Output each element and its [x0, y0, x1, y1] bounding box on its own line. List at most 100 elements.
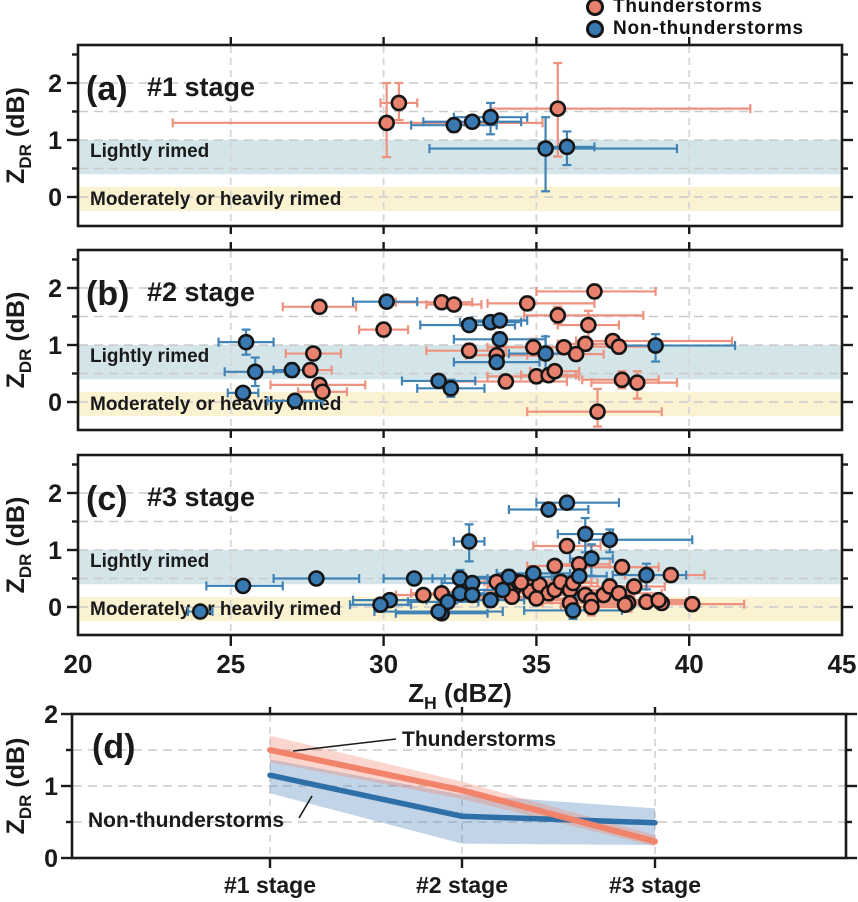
scatter-point-thunderstorms — [613, 371, 631, 389]
y-tick-label: 0 — [48, 594, 62, 622]
scatter-point-non-thunderstorms — [525, 565, 542, 582]
scatter-point-non-thunderstorms — [570, 567, 588, 585]
scatter-point-thunderstorms — [576, 335, 594, 353]
trend-line-non-thunderstorms — [267, 772, 658, 826]
trend-line-thunderstorms — [267, 747, 658, 845]
scatter-point-thunderstorms — [558, 537, 576, 555]
scatter-point-non-thunderstorms — [234, 384, 252, 402]
x-tick-label: 25 — [216, 649, 245, 679]
y-tick-label: 1 — [48, 332, 62, 360]
scatter-point-non-thunderstorms — [234, 577, 252, 595]
x-tick-label: 20 — [64, 649, 93, 679]
scatter-point-thunderstorms — [683, 595, 701, 613]
scatter-point-thunderstorms — [528, 590, 545, 607]
scatter-point-thunderstorms — [445, 296, 463, 313]
scatter-point-thunderstorms — [305, 345, 322, 362]
panel-border — [76, 248, 844, 432]
scatter-point-non-thunderstorms — [442, 380, 460, 397]
scatter-point-thunderstorms — [549, 100, 567, 117]
scatter-point-thunderstorms — [518, 295, 536, 312]
scatter-point-non-thunderstorms — [638, 566, 655, 584]
scatter-point-thunderstorms — [616, 596, 634, 614]
non-thunderstorms-marker-icon — [586, 20, 604, 38]
scatter-point-non-thunderstorms — [537, 140, 554, 157]
scatter-point-thunderstorms — [378, 114, 395, 132]
scatter-point-non-thunderstorms — [286, 392, 304, 410]
scatter-point-thunderstorms — [549, 307, 567, 324]
scatter-point-thunderstorms — [301, 361, 319, 379]
band-label-lightly-rimed: Lightly rimed — [90, 141, 209, 162]
scatter-point-non-thunderstorms — [488, 353, 505, 371]
scatter-point-thunderstorms — [580, 316, 597, 334]
band-label-lightly-rimed: Lightly rimed — [90, 346, 209, 367]
scatter-point-thunderstorms — [625, 578, 643, 595]
scatter-point-thunderstorms — [583, 598, 600, 616]
x-tick-label: 35 — [522, 649, 551, 679]
scatter-point-non-thunderstorms — [445, 116, 463, 134]
annotation-leader-line — [292, 738, 397, 752]
scatter-point-thunderstorms — [415, 586, 432, 604]
scatter-point-non-thunderstorms — [500, 568, 518, 586]
scatter-point-non-thunderstorms — [491, 330, 509, 348]
scatter-point-non-thunderstorms — [494, 581, 512, 599]
scatter-point-thunderstorms — [555, 338, 573, 356]
scatter-point-thunderstorms — [460, 342, 478, 360]
scatter-point-non-thunderstorms — [537, 345, 554, 362]
scatter-point-non-thunderstorms — [647, 337, 664, 354]
y-tick-label: 0 — [48, 184, 62, 212]
scatter-point-thunderstorms — [610, 338, 628, 356]
x-axis: 20 25 30 35 40 45 ZH (dBZ) — [64, 649, 857, 713]
scatter-point-non-thunderstorms — [540, 501, 557, 518]
scatter-point-thunderstorms — [375, 321, 392, 338]
scatter-point-thunderstorms — [497, 373, 515, 390]
band-label-moderately-rimed: Moderately or heavily rimed — [90, 189, 341, 210]
stage-label: #3 stage — [609, 872, 701, 898]
band-moderately-rimed — [78, 186, 842, 212]
annotation-non-thunderstorms-label: Non-thunderstorms — [88, 809, 284, 832]
x-tick-label: 45 — [828, 649, 857, 679]
scatter-point-non-thunderstorms — [308, 570, 325, 587]
scatter-point-non-thunderstorms — [430, 603, 447, 620]
panel-label: (b) — [86, 275, 129, 313]
y-axis-title: ZDR (dB) — [2, 87, 35, 184]
y-axis-title: ZDR (dB) — [2, 497, 35, 594]
scatter-point-non-thunderstorms — [463, 586, 481, 604]
scatter-point-non-thunderstorms — [583, 550, 600, 567]
scatter-point-non-thunderstorms — [460, 533, 478, 550]
legend-item-thunderstorms: Thunderstorms — [586, 0, 804, 18]
trend-band-non-thunderstorms — [270, 759, 655, 846]
annotation-thunderstorms-label: Thunderstorms — [402, 728, 556, 751]
scatter-point-thunderstorms — [586, 283, 603, 300]
scatter-point-non-thunderstorms — [191, 603, 209, 620]
band-moderately-rimed — [78, 391, 842, 417]
y-tick-label: 2 — [48, 480, 62, 508]
scatter-point-non-thunderstorms — [405, 570, 423, 587]
x-tick-label: 30 — [369, 649, 398, 679]
panel-title: #2 stage — [147, 277, 255, 307]
panel-c: Lightly rimed Moderately or heavily rimed… — [2, 447, 853, 646]
y-tick-label: 1 — [48, 537, 62, 565]
scatter-point-thunderstorms — [546, 362, 564, 380]
panel-title: #1 stage — [147, 72, 255, 102]
panel-data — [171, 61, 752, 193]
scatter-point-non-thunderstorms — [460, 316, 478, 334]
y-tick-label: 2 — [44, 701, 58, 729]
scatter-point-non-thunderstorms — [576, 525, 594, 543]
scatter-point-non-thunderstorms — [372, 596, 389, 614]
scatter-point-non-thunderstorms — [463, 113, 481, 131]
scatter-point-non-thunderstorms — [283, 361, 301, 379]
scatter-point-non-thunderstorms — [439, 593, 457, 611]
panel-data — [186, 494, 746, 622]
annotation-leader-line — [298, 795, 313, 819]
x-tick-label: 40 — [675, 649, 704, 679]
scatter-point-thunderstorms — [546, 557, 564, 575]
scatter-point-thunderstorms — [650, 591, 667, 609]
scatter-point-thunderstorms — [613, 558, 631, 576]
panel-label: (d) — [92, 728, 135, 766]
scatter-point-thunderstorms — [314, 383, 331, 401]
stage-label: #1 stage — [224, 872, 316, 898]
panel-b: Lightly rimed Moderately or heavily rimed… — [2, 242, 853, 438]
scatter-point-non-thunderstorms — [558, 494, 576, 511]
